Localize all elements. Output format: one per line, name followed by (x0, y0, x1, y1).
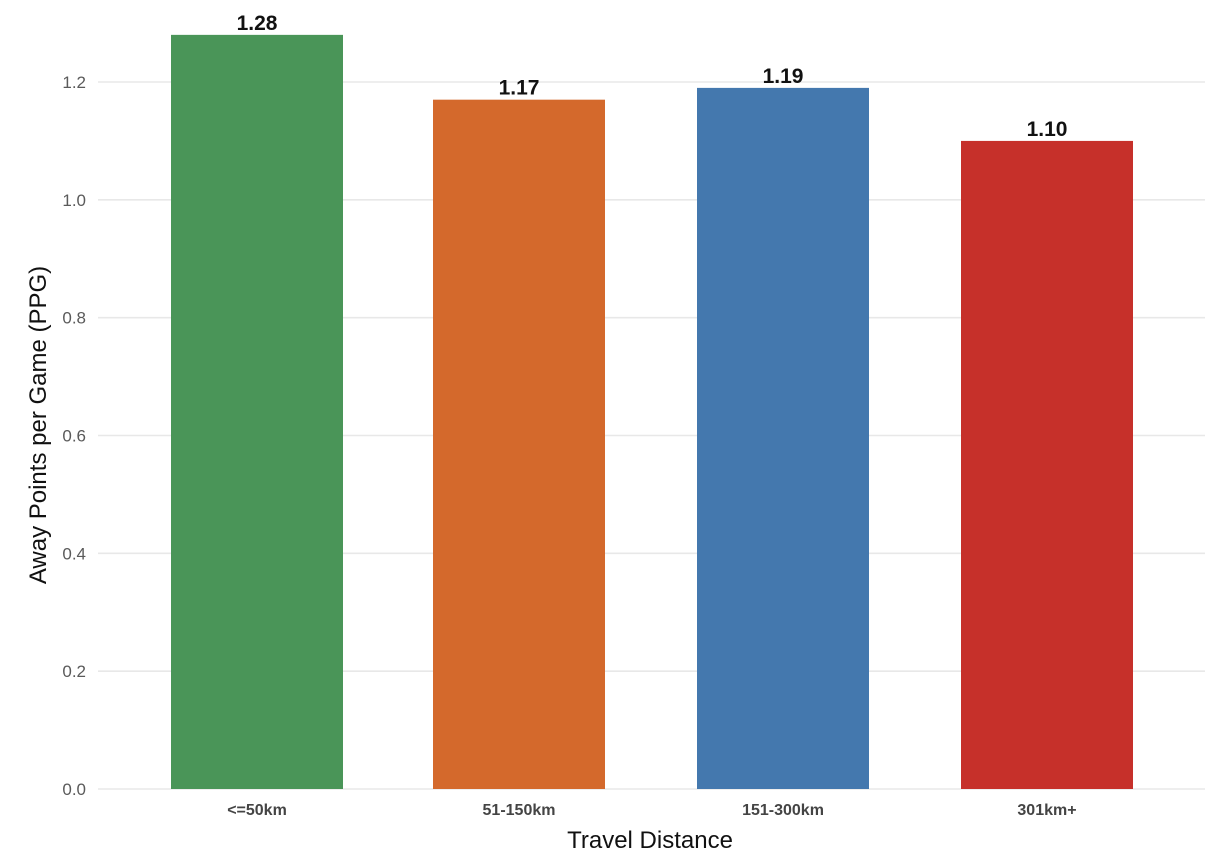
y-tick-label: 0.4 (62, 544, 86, 563)
y-tick-label: 1.0 (62, 191, 86, 210)
x-axis-ticks: <=50km 51-150km 151-300km 301km+ (227, 802, 1076, 819)
bar (433, 99, 605, 790)
y-tick-label: 0.6 (62, 427, 86, 446)
y-tick-label: 1.2 (62, 73, 86, 92)
bar-value-labels: 1.28 1.17 1.19 1.10 (237, 12, 1068, 141)
bar-value-label: 1.28 (237, 12, 278, 35)
bar (961, 140, 1133, 789)
bar (697, 87, 869, 790)
bar (171, 34, 343, 790)
bars (171, 34, 1133, 790)
y-axis-ticks: 0.0 0.2 0.4 0.6 0.8 1.0 1.2 (62, 73, 86, 799)
x-tick-label: 301km+ (1017, 802, 1076, 819)
x-tick-label: 51-150km (483, 802, 556, 819)
bar-value-label: 1.17 (499, 77, 540, 100)
y-tick-label: 0.8 (62, 309, 86, 328)
y-axis-title: Away Points per Game (PPG) (25, 266, 52, 584)
y-tick-label: 0.0 (62, 780, 86, 799)
bar-value-label: 1.10 (1027, 118, 1068, 141)
y-tick-label: 0.2 (62, 662, 86, 681)
x-tick-label: <=50km (227, 802, 287, 819)
x-axis-title: Travel Distance (567, 827, 733, 854)
bar-value-label: 1.19 (763, 65, 804, 88)
x-tick-label: 151-300km (742, 802, 824, 819)
